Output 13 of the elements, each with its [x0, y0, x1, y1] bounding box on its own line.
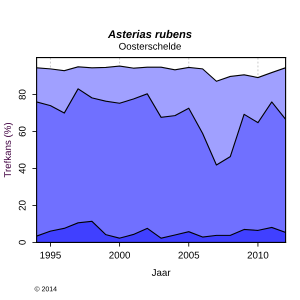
x-tick-label: 2000 — [109, 252, 130, 259]
y-axis-title: Trefkans (%) — [4, 122, 13, 178]
x-axis-title: Jaar — [152, 269, 170, 276]
chart-subtitle: Oosterschelde — [119, 42, 181, 50]
x-tick-label: 1995 — [40, 252, 61, 259]
chart-title: Asterias rubens — [108, 30, 192, 38]
y-tick-label: 80 — [18, 90, 26, 100]
y-tick-label: 20 — [18, 200, 26, 210]
y-tick-label: 0 — [18, 240, 26, 245]
y-tick-label: 40 — [18, 163, 26, 174]
x-tick-label: 2005 — [178, 252, 200, 259]
y-tick-label: 60 — [18, 126, 26, 136]
x-tick-label: 2010 — [248, 252, 268, 259]
